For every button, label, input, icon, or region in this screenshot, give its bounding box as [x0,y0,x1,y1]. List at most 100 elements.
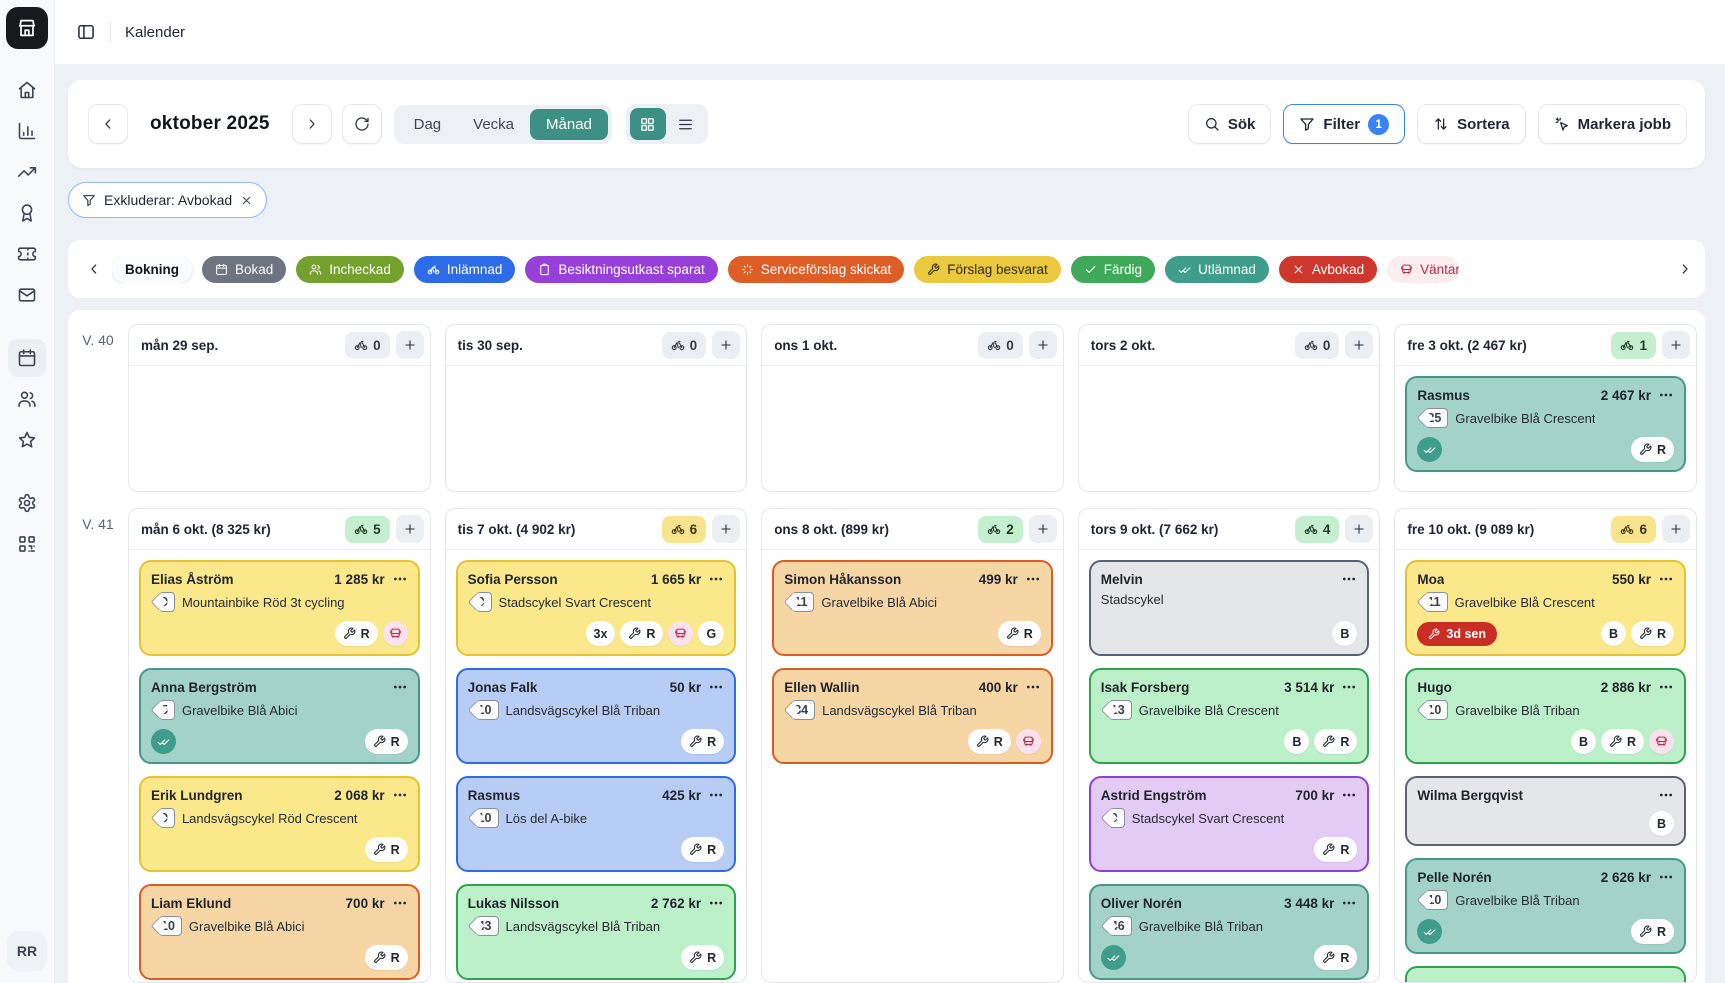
sidebar-item-award[interactable] [8,194,46,232]
card-menu-icon[interactable] [1341,679,1357,695]
add-booking-button[interactable] [1662,331,1690,359]
list-view-button[interactable] [668,108,704,140]
booking-card[interactable]: Isak Forsberg 3 514 kr 13 Gravelbike Blå Cr… [1088,668,1370,764]
grid-view-button[interactable] [629,108,666,140]
booking-card[interactable]: Sofia Persson 1 665 kr 9 Stadscykel Svart C… [455,560,737,656]
plus-icon [1036,338,1050,352]
card-menu-icon[interactable] [392,787,408,803]
booking-card[interactable]: Hugo 2 886 kr 10 Gravelbike Blå Triban B R [1405,668,1686,764]
sidebar-item-star[interactable] [8,421,46,459]
booking-card[interactable]: Moa 550 kr 11 Gravelbike Blå Crescent 3d sen… [1405,560,1686,656]
filter-button[interactable]: Filter 1 [1283,104,1406,144]
wrench-icon [1322,843,1335,856]
tab-vecka[interactable]: Vecka [473,115,515,133]
booking-card[interactable]: Jonas Falk 50 kr 10 Landsvägscykel Blå Trib… [455,668,737,764]
sidebar-item-qr-scan[interactable] [8,525,46,563]
chip-vantar[interactable]: Väntar [1387,255,1460,283]
chip-serviceforslag-skickat[interactable]: Serviceförslag skickat [727,255,905,283]
card-menu-icon[interactable] [1025,679,1041,695]
add-booking-button[interactable] [712,515,741,543]
booking-card[interactable]: Oliver Norén 3 448 kr 46 Gravelbike Blå Tri… [1088,884,1370,980]
booking-card[interactable]: Liam Eklund 700 kr 10 Gravelbike Blå Abici R [139,884,420,980]
search-button[interactable]: Sök [1187,104,1272,144]
chip-inlamnad[interactable]: Inlämnad [413,255,516,283]
chip-fardig[interactable]: Färdig [1070,255,1156,283]
add-booking-button[interactable] [712,331,741,359]
card-menu-icon[interactable] [1658,679,1674,695]
booking-card[interactable]: Simon Håkansson 499 kr 11 Gravelbike Blå Ab… [772,560,1053,656]
booking-card[interactable]: Lukas Nilsson 2 762 kr 43 Landsvägscykel Bl… [455,884,737,980]
prev-period-button[interactable] [88,104,128,144]
card-menu-icon[interactable] [1658,869,1674,885]
avatar-initials: RR [16,943,38,959]
add-booking-button[interactable] [1345,331,1374,359]
tab-manad[interactable]: Månad [530,108,608,140]
booking-card[interactable]: Ellen Wallin 400 kr 84 Landsvägscykel Blå T… [772,668,1053,764]
wrench-icon [689,843,702,856]
card-menu-icon[interactable] [1341,787,1357,803]
add-booking-button[interactable] [1345,515,1374,543]
sidebar-item-mail[interactable] [8,276,46,314]
booking-card[interactable] [1405,966,1686,982]
card-menu-icon[interactable] [708,571,724,587]
card-menu-icon[interactable] [708,787,724,803]
card-menu-icon[interactable] [392,895,408,911]
add-booking-button[interactable] [1662,515,1690,543]
service-pill-label: R [1626,734,1636,749]
legend-scroll-right-icon[interactable] [1677,261,1693,277]
wrench-icon [1322,951,1335,964]
sidebar-item-ticket[interactable] [8,235,46,273]
card-menu-icon[interactable] [708,679,724,695]
tab-dag[interactable]: Dag [413,115,442,133]
booking-card[interactable]: Astrid Engström 700 kr 9 Stadscykel Svart C… [1088,776,1370,872]
legend-scroll-left-icon[interactable] [86,261,102,277]
sort-button[interactable]: Sortera [1417,104,1526,144]
chip-bokad[interactable]: Bokad [202,255,287,283]
refresh-button[interactable] [341,104,382,144]
status-pill: B [1284,729,1310,754]
next-period-button[interactable] [291,104,332,144]
bike-count-value: 1 [1639,337,1647,353]
booking-card[interactable]: Wilma Bergqvist B [1405,776,1686,846]
chip-avbokad[interactable]: Avbokad [1278,255,1378,283]
booking-card[interactable]: Melvin Stadscykel B [1088,560,1370,656]
avatar[interactable]: RR [7,931,47,971]
chip-bokning[interactable]: Bokning [112,255,192,283]
mark-jobs-button[interactable]: Markera jobb [1537,104,1687,144]
chip-besiktningsutkast-sparat[interactable]: Besiktningsutkast sparat [525,255,718,283]
add-booking-button[interactable] [1028,515,1057,543]
sidebar-item-settings[interactable] [8,484,46,522]
card-menu-icon[interactable] [708,895,724,911]
card-menu-icon[interactable] [1025,571,1041,587]
card-menu-icon[interactable] [1658,571,1674,587]
sidebar-item-home[interactable] [8,71,46,109]
add-booking-button[interactable] [1028,331,1057,359]
card-menu-icon[interactable] [392,571,408,587]
chip-forslag-besvarat[interactable]: Förslag besvarat [914,255,1061,283]
booking-card[interactable]: Erik Lundgren 2 068 kr 9 Landsvägscykel Röd… [139,776,420,872]
chip-utlamnad[interactable]: Utlämnad [1165,255,1269,283]
overdue-label: 3d sen [1446,627,1486,641]
sidebar-item-users[interactable] [8,380,46,418]
card-menu-icon[interactable] [392,679,408,695]
card-menu-icon[interactable] [1658,787,1674,803]
add-booking-button[interactable] [395,331,424,359]
panel-left-toggle-icon[interactable] [76,22,96,42]
sidebar-item-trending-up[interactable] [8,153,46,191]
booking-card[interactable]: Rasmus 425 kr 10 Lös del A-bike R [455,776,737,872]
card-menu-icon[interactable] [1341,571,1357,587]
booking-card[interactable]: Rasmus 2 467 kr 25 Gravelbike Blå Crescent R [1405,376,1686,472]
booking-card[interactable]: Pelle Norén 2 626 kr 10 Gravelbike Blå Trib… [1405,858,1686,954]
app-logo[interactable] [6,7,48,49]
active-filter-chip[interactable]: Exkluderar: Avbokad [68,182,268,218]
booking-card[interactable]: Elias Åström 1 285 kr 9 Mountainbike Röd 3t… [139,560,420,656]
chip-incheckad[interactable]: Incheckad [296,255,404,283]
sidebar-item-bar-chart[interactable] [8,112,46,150]
sidebar-item-calendar[interactable] [8,339,46,377]
booking-name: Rasmus [467,787,521,803]
close-icon[interactable] [240,194,253,207]
card-menu-icon[interactable] [1658,387,1674,403]
card-menu-icon[interactable] [1341,895,1357,911]
add-booking-button[interactable] [395,515,424,543]
booking-card[interactable]: Anna Bergström 5 Gravelbike Blå Abici R [139,668,420,764]
